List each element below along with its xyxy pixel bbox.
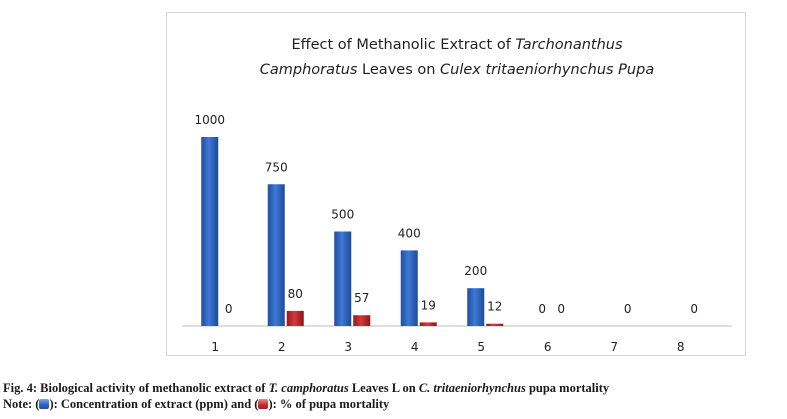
- data-label-concentration: 400: [398, 226, 421, 240]
- data-label-concentration: 750: [265, 160, 288, 174]
- data-label-mortality: 0: [624, 302, 632, 316]
- x-tick-labels-group: 1 2 3 4 5 6 7 8: [211, 340, 684, 354]
- title-part-3: Leaves on: [357, 62, 440, 78]
- caption-suffix: pupa mortality: [525, 381, 610, 395]
- bar-concentration: [467, 288, 485, 326]
- figure-caption: Fig. 4: Biological activity of methanoli…: [3, 380, 787, 412]
- x-tick-label: 4: [411, 340, 419, 354]
- title-part-1: Tarchonanthus: [515, 37, 623, 53]
- bar-concentration: [201, 137, 219, 326]
- data-label-concentration: 0: [538, 302, 546, 316]
- bar-concentration: [267, 184, 285, 326]
- chart-container: Effect of Methanolic Extract of Tarchona…: [166, 12, 746, 356]
- bar-mortality: [486, 323, 504, 326]
- bars-group: [201, 137, 504, 326]
- chart-title-line1: Effect of Methanolic Extract of Tarchona…: [291, 37, 622, 53]
- data-label-concentration: 1000: [194, 113, 225, 127]
- data-label-mortality: 57: [354, 291, 369, 305]
- x-tick-label: 1: [211, 340, 219, 354]
- bar-concentration: [400, 250, 418, 326]
- data-label-mortality: 12: [487, 300, 502, 314]
- bar-mortality: [286, 310, 304, 326]
- data-label-mortality: 0: [225, 302, 233, 316]
- bar-mortality: [353, 315, 371, 326]
- caption-species-2: C. tritaeniorhynchus: [418, 381, 526, 395]
- note-mid: ): Concentration of extract (ppm) and (: [49, 397, 259, 411]
- note-prefix: Note: (: [3, 397, 40, 411]
- caption-line-1: Fig. 4: Biological activity of methanoli…: [3, 380, 787, 396]
- chart-svg: Effect of Methanolic Extract of Tarchona…: [182, 37, 732, 354]
- bar-mortality: [419, 322, 437, 326]
- title-part-2: Camphoratus: [260, 62, 358, 78]
- data-label-mortality: 80: [288, 287, 303, 301]
- title-part-4: Culex tritaeniorhynchus Pupa: [440, 62, 654, 78]
- bar-concentration: [334, 231, 352, 326]
- caption-line-2: Note: ( ): Concentration of extract (ppm)…: [3, 396, 787, 412]
- data-label-concentration: 200: [464, 264, 487, 278]
- data-label-mortality: 0: [557, 302, 565, 316]
- data-label-mortality: 19: [421, 298, 436, 312]
- caption-species-1: T. camphoratus: [268, 381, 349, 395]
- data-label-mortality: 0: [690, 302, 698, 316]
- x-tick-label: 7: [610, 340, 618, 354]
- x-tick-label: 5: [477, 340, 485, 354]
- data-label-concentration: 500: [331, 208, 354, 222]
- x-tick-label: 2: [278, 340, 286, 354]
- chart-title-line2: Camphoratus Leaves on Culex tritaeniorhy…: [260, 62, 654, 78]
- x-tick-label: 3: [344, 340, 352, 354]
- legend-blue-swatch-icon: [39, 399, 50, 409]
- caption-prefix: Fig. 4: Biological activity of methanoli…: [3, 381, 269, 395]
- legend-red-swatch-icon: [258, 399, 269, 409]
- caption-middle: Leaves L on: [348, 381, 419, 395]
- note-suffix: ): % of pupa mortality: [268, 397, 390, 411]
- x-tick-label: 6: [544, 340, 552, 354]
- x-tick-label: 8: [677, 340, 685, 354]
- title-part-0: Effect of Methanolic Extract of: [291, 37, 515, 53]
